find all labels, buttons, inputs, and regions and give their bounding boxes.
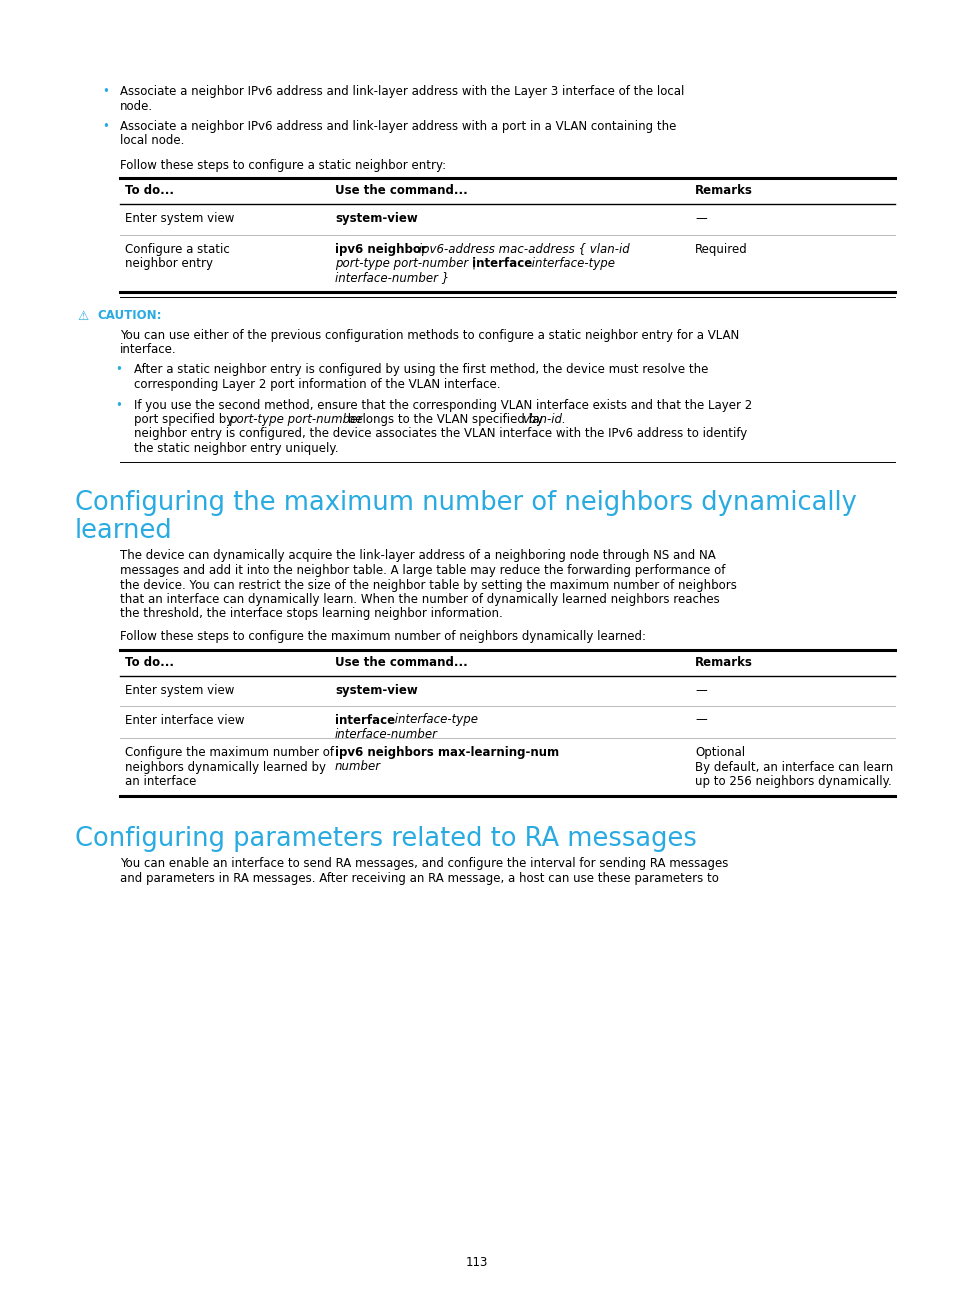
Text: up to 256 neighbors dynamically.: up to 256 neighbors dynamically. [695,775,891,788]
Text: •: • [102,121,109,133]
Text: learned: learned [75,517,172,543]
Text: Follow these steps to configure the maximum number of neighbors dynamically lear: Follow these steps to configure the maxi… [120,630,645,643]
Text: belongs to the VLAN specified by: belongs to the VLAN specified by [344,413,546,426]
Text: ⚠: ⚠ [77,310,89,323]
Text: neighbor entry is configured, the device associates the VLAN interface with the : neighbor entry is configured, the device… [133,428,746,441]
Text: interface: interface [335,714,395,727]
Text: vlan-id.: vlan-id. [521,413,565,426]
Text: 113: 113 [465,1256,488,1269]
Text: system-view: system-view [335,213,417,226]
Text: Associate a neighbor IPv6 address and link-layer address with a port in a VLAN c: Associate a neighbor IPv6 address and li… [120,121,676,133]
Text: neighbor entry: neighbor entry [125,257,213,270]
Text: You can use either of the previous configuration methods to configure a static n: You can use either of the previous confi… [120,328,739,342]
Text: Configuring the maximum number of neighbors dynamically: Configuring the maximum number of neighb… [75,490,856,516]
Text: system-view: system-view [335,684,417,697]
Text: Follow these steps to configure a static neighbor entry:: Follow these steps to configure a static… [120,159,446,172]
Text: —: — [695,213,706,226]
Text: Use the command...: Use the command... [335,184,467,197]
Text: •: • [102,86,109,98]
Text: If you use the second method, ensure that the corresponding VLAN interface exist: If you use the second method, ensure tha… [133,398,752,412]
Text: •: • [115,398,122,412]
Text: and parameters in RA messages. After receiving an RA message, a host can use the: and parameters in RA messages. After rec… [120,872,719,885]
Text: —: — [695,714,706,727]
Text: Enter interface view: Enter interface view [125,714,244,727]
Text: ipv6-address mac-address { vlan-id: ipv6-address mac-address { vlan-id [415,242,629,255]
Text: interface.: interface. [120,343,176,356]
Text: that an interface can dynamically learn. When the number of dynamically learned : that an interface can dynamically learn.… [120,594,719,607]
Text: the threshold, the interface stops learning neighbor information.: the threshold, the interface stops learn… [120,608,502,621]
Text: interface: interface [468,257,532,270]
Text: interface-number: interface-number [335,728,437,741]
Text: the device. You can restrict the size of the neighbor table by setting the maxim: the device. You can restrict the size of… [120,578,736,591]
Text: interface-type: interface-type [391,714,477,727]
Text: an interface: an interface [125,775,196,788]
Text: Enter system view: Enter system view [125,213,234,226]
Text: Configure the maximum number of: Configure the maximum number of [125,746,334,759]
Text: messages and add it into the neighbor table. A large table may reduce the forwar: messages and add it into the neighbor ta… [120,564,724,577]
Text: •: • [115,363,122,377]
Text: Optional: Optional [695,746,744,759]
Text: By default, an interface can learn: By default, an interface can learn [695,761,892,774]
Text: neighbors dynamically learned by: neighbors dynamically learned by [125,761,326,774]
Text: node.: node. [120,100,153,113]
Text: port specified by: port specified by [133,413,236,426]
Text: port-type port-number: port-type port-number [229,413,362,426]
Text: port-type port-number |: port-type port-number | [335,257,476,270]
Text: After a static neighbor entry is configured by using the first method, the devic: After a static neighbor entry is configu… [133,363,708,377]
Text: Use the command...: Use the command... [335,657,467,670]
Text: Remarks: Remarks [695,657,752,670]
Text: —: — [695,684,706,697]
Text: Associate a neighbor IPv6 address and link-layer address with the Layer 3 interf: Associate a neighbor IPv6 address and li… [120,86,683,98]
Text: Enter system view: Enter system view [125,684,234,697]
Text: interface-type: interface-type [527,257,615,270]
Text: Required: Required [695,242,747,255]
Text: Configure a static: Configure a static [125,242,230,255]
Text: local node.: local node. [120,135,184,148]
Text: To do...: To do... [125,657,173,670]
Text: number: number [335,761,381,774]
Text: ipv6 neighbor: ipv6 neighbor [335,242,426,255]
Text: Configuring parameters related to RA messages: Configuring parameters related to RA mes… [75,826,696,851]
Text: ipv6 neighbors max-learning-num: ipv6 neighbors max-learning-num [335,746,558,759]
Text: Remarks: Remarks [695,184,752,197]
Text: corresponding Layer 2 port information of the VLAN interface.: corresponding Layer 2 port information o… [133,378,500,391]
Text: interface-number }: interface-number } [335,271,449,285]
Text: the static neighbor entry uniquely.: the static neighbor entry uniquely. [133,442,338,455]
Text: To do...: To do... [125,184,173,197]
Text: The device can dynamically acquire the link-layer address of a neighboring node : The device can dynamically acquire the l… [120,550,715,562]
Text: You can enable an interface to send RA messages, and configure the interval for : You can enable an interface to send RA m… [120,858,727,871]
Text: CAUTION:: CAUTION: [97,308,161,321]
